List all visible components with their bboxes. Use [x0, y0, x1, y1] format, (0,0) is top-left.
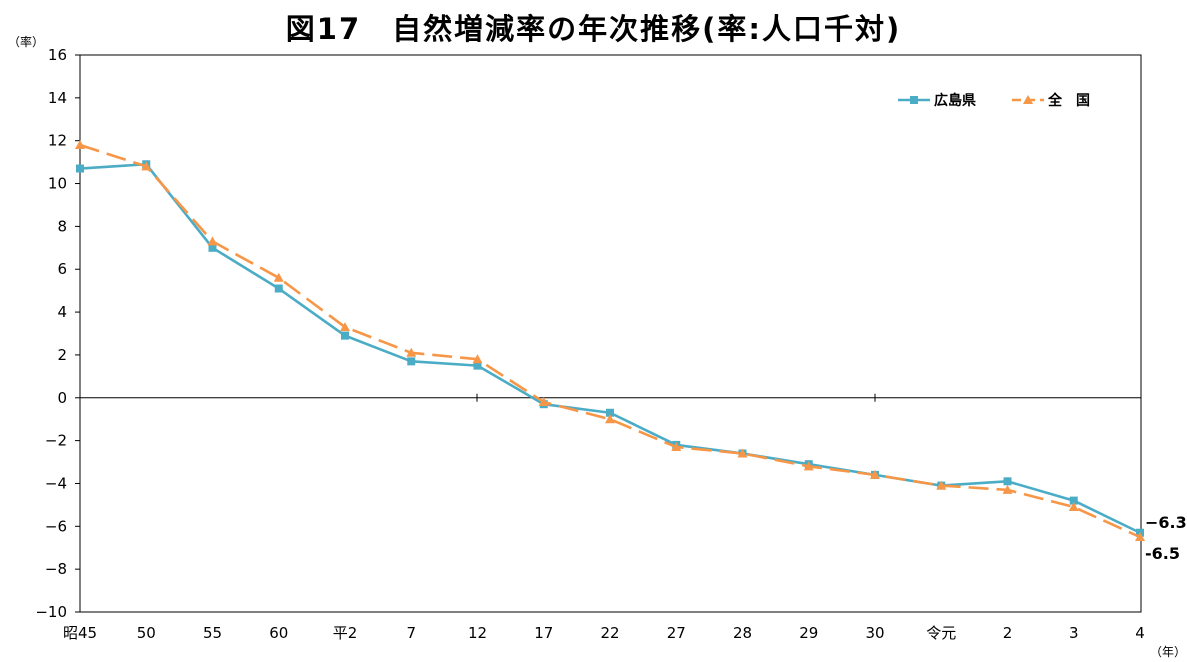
y-tick-label: 12	[48, 132, 67, 150]
x-tick-label: 2	[1003, 624, 1013, 642]
data-point-1	[538, 397, 549, 407]
x-tick-label: 28	[733, 624, 752, 642]
y-tick-label: 14	[48, 89, 67, 107]
data-point-0	[407, 357, 416, 366]
series-line-0	[79, 162, 1141, 534]
data-point-1	[141, 161, 152, 171]
y-tick-label: −6	[45, 517, 67, 535]
data-point-1	[803, 461, 814, 471]
x-tick-label: 27	[667, 624, 686, 642]
data-point-1	[406, 347, 417, 357]
data-point-0	[606, 408, 614, 417]
data-point-0	[1003, 477, 1012, 486]
series-line-1	[79, 143, 1141, 539]
x-tick-label: 4	[1135, 624, 1145, 642]
data-point-1	[870, 469, 880, 479]
data-point-0	[341, 331, 349, 340]
y-tick-label: −4	[45, 474, 67, 492]
legend-label-0: 広島県	[934, 92, 976, 109]
x-tick-label: 平2	[333, 624, 358, 642]
x-tick-label: 17	[534, 624, 553, 642]
y-tick-label: 10	[48, 175, 67, 193]
end-value-label: -6.5	[1145, 544, 1180, 563]
x-tick-label: 22	[600, 624, 619, 642]
data-point-1	[207, 236, 218, 246]
x-tick-label: 3	[1069, 624, 1079, 642]
data-point-1	[1002, 484, 1013, 494]
data-point-1	[737, 448, 748, 458]
data-point-1	[340, 322, 350, 332]
x-tick-label: 30	[865, 624, 884, 642]
y-axis-unit-label: （率）	[8, 34, 44, 49]
data-point-0	[1069, 496, 1078, 505]
data-point-0	[274, 284, 283, 293]
chart-title: 図17 自然増減率の年次推移(率:人口千対)	[285, 12, 902, 46]
x-axis-unit-label: （年）	[1150, 645, 1186, 659]
y-tick-label: 2	[57, 346, 67, 364]
x-tick-label: 令元	[926, 624, 956, 642]
data-point-0	[76, 164, 84, 173]
legend: 広島県 全 国	[898, 92, 1090, 109]
legend-label-1: 全 国	[1047, 92, 1090, 109]
plot-area-frame	[79, 54, 1142, 613]
x-tick-label: 7	[406, 624, 416, 642]
x-tick-label: 29	[799, 624, 818, 642]
y-tick-label: 8	[57, 217, 67, 235]
y-tick-label: −8	[45, 560, 67, 578]
legend-marker-0	[910, 96, 918, 104]
data-point-0	[473, 361, 482, 370]
data-point-1	[1068, 502, 1079, 512]
y-tick-label: −2	[45, 432, 67, 450]
x-tick-label: 60	[269, 624, 288, 642]
x-tick-label: 55	[203, 624, 222, 642]
y-tick-label: −10	[35, 603, 67, 621]
data-point-1	[1135, 532, 1145, 542]
data-point-1	[671, 442, 682, 452]
data-point-1	[472, 354, 483, 364]
y-tick-label: 16	[48, 46, 67, 64]
y-tick-label: 4	[57, 303, 67, 321]
data-point-1	[936, 480, 947, 490]
y-tick-label: 0	[57, 389, 67, 407]
data-point-1	[605, 414, 615, 424]
data-point-1	[273, 272, 284, 282]
legend-marker-1	[1023, 95, 1033, 104]
data-point-1	[75, 139, 85, 149]
end-value-label: −6.3	[1145, 513, 1187, 532]
data-point-0	[208, 243, 217, 252]
x-tick-label: 12	[468, 624, 487, 642]
x-tick-label: 50	[137, 624, 156, 642]
x-tick-label: 昭45	[63, 624, 97, 642]
y-tick-label: 6	[57, 260, 67, 278]
